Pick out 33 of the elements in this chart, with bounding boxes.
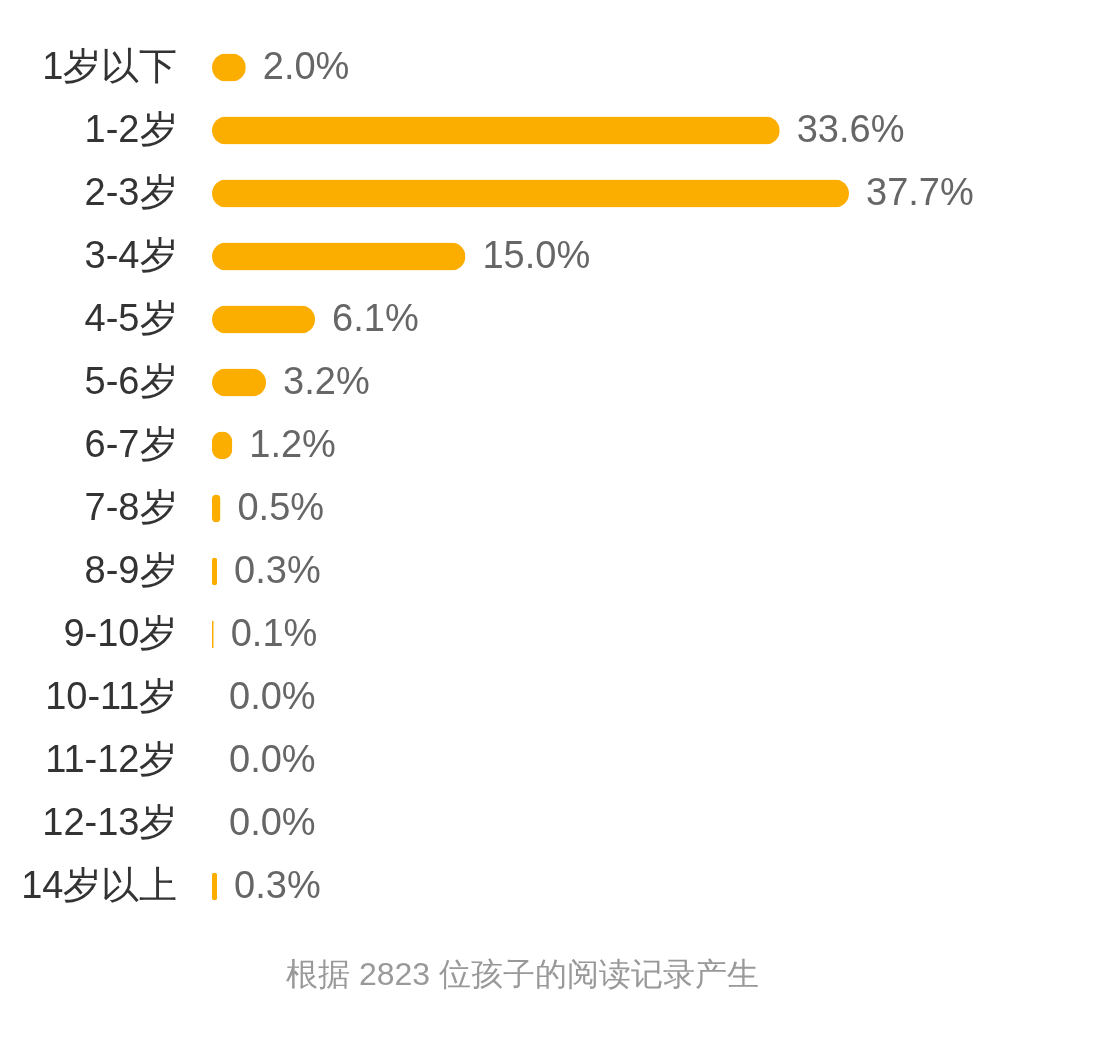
data-label: 1.2% [249, 422, 336, 465]
y-tick-label: 5-6岁 [84, 359, 178, 402]
data-label: 0.0% [229, 674, 316, 717]
y-tick-label: 4-5岁 [84, 296, 178, 339]
bar [212, 179, 849, 208]
data-label: 0.3% [234, 548, 321, 591]
data-label: 6.1% [332, 296, 419, 339]
data-label: 0.0% [229, 800, 316, 843]
data-label: 0.0% [229, 737, 316, 780]
bar [212, 116, 780, 145]
data-label: 15.0% [482, 233, 591, 276]
y-tick-label: 12-13岁 [42, 800, 178, 843]
data-label: 3.2% [283, 359, 370, 402]
y-tick-label: 2-3岁 [84, 170, 178, 213]
bar [212, 242, 466, 271]
y-tick-label: 8-9岁 [84, 548, 178, 591]
y-tick-label: 1-2岁 [84, 107, 178, 150]
y-tick-label: 6-7岁 [84, 422, 178, 465]
y-tick-label: 7-8岁 [84, 485, 178, 528]
data-label: 0.1% [230, 611, 318, 654]
data-label: 33.6% [796, 107, 905, 150]
data-label: 0.3% [234, 863, 321, 906]
y-tick-label: 14岁以上 [21, 863, 178, 906]
y-tick-label: 11-12岁 [45, 737, 178, 780]
data-label: 37.7% [866, 170, 974, 213]
y-tick-label: 3-4岁 [84, 233, 178, 276]
text: 根据 2823 位孩子的阅读记录产生 [286, 956, 759, 992]
data-label: 2.0% [262, 44, 350, 87]
y-tick-label: 1岁以下 [42, 44, 178, 87]
bar [212, 305, 316, 334]
y-tick-label: 9-10岁 [63, 611, 178, 654]
data-label: 0.5% [237, 485, 325, 528]
y-tick-label: 10-11岁 [45, 674, 178, 717]
